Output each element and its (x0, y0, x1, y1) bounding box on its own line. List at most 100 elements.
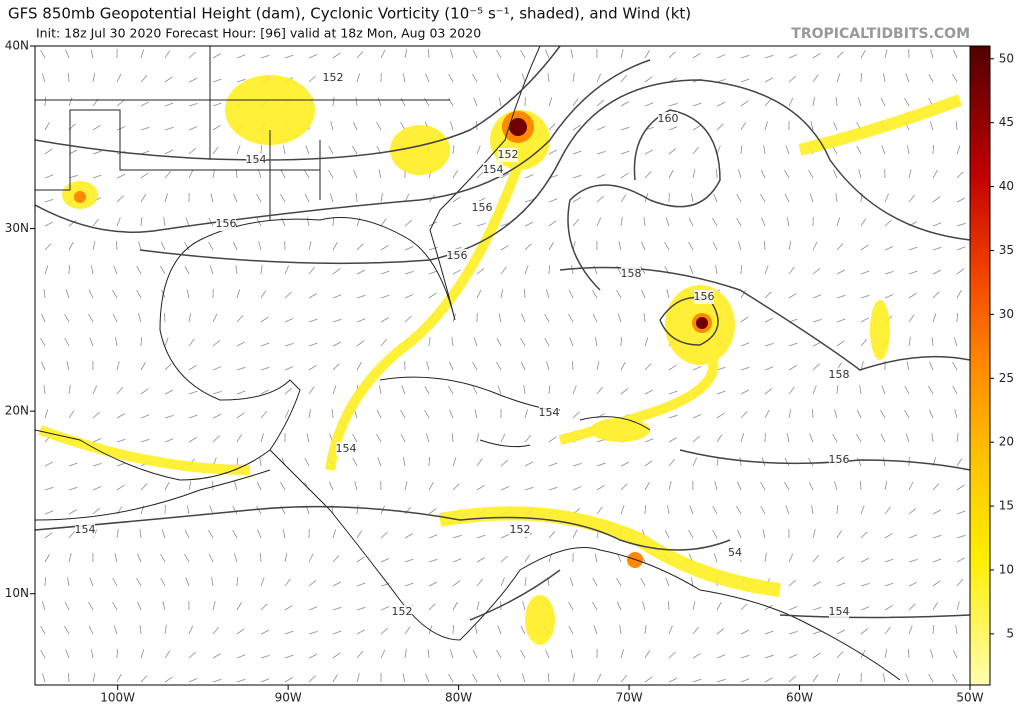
wind-barb (500, 555, 508, 563)
wind-barb (306, 217, 310, 227)
wind-barb (284, 317, 294, 323)
wind-barb (304, 170, 310, 179)
wind-barb (548, 486, 558, 491)
wind-barb (859, 385, 862, 395)
wind-barb (836, 269, 846, 275)
wind-barb (68, 462, 78, 467)
wind-barb (115, 337, 118, 347)
wind-barb (860, 72, 862, 83)
wind-barb (188, 51, 196, 59)
wind-barb (834, 481, 838, 491)
wind-barb (836, 530, 842, 539)
wind-barb (740, 122, 747, 131)
wind-barb (524, 243, 532, 251)
wind-barb (68, 410, 75, 419)
wind-barb (140, 438, 150, 443)
wind-barb (164, 438, 174, 443)
wind-barb (716, 123, 724, 131)
wind-barb (212, 678, 222, 683)
wind-barb (548, 436, 557, 443)
wind-barb (236, 434, 243, 443)
wind-barb (812, 529, 816, 539)
wind-barb (763, 145, 766, 155)
wind-barb (932, 246, 942, 251)
wind-barb (474, 625, 478, 635)
wind-barb (452, 222, 462, 227)
wind-barb (380, 557, 390, 563)
colorbar (969, 45, 991, 686)
wind-barb (760, 481, 766, 491)
wind-barb (548, 531, 556, 539)
wind-barb (596, 673, 602, 683)
wind-barb (716, 412, 725, 419)
wind-barb (428, 508, 437, 515)
wind-barb (666, 289, 670, 299)
wind-barb (44, 265, 49, 275)
wind-barb (956, 601, 960, 611)
wind-barb (596, 506, 603, 515)
wind-barb (572, 673, 575, 683)
wind-barb (40, 649, 46, 659)
wind-barb (380, 218, 387, 227)
wind-barb (500, 266, 507, 275)
wind-barb (449, 409, 454, 419)
wind-barb (356, 318, 366, 323)
wind-barb (956, 312, 958, 323)
wind-barb (524, 265, 529, 275)
wind-barb (232, 505, 238, 515)
wind-barb (788, 653, 798, 659)
wind-barb (956, 222, 966, 227)
wind-barb (572, 385, 577, 395)
wind-barb (92, 486, 102, 491)
wind-barb (212, 413, 222, 419)
wind-barb (260, 342, 270, 347)
wind-barb (788, 97, 794, 107)
wind-barb (260, 366, 270, 371)
wind-barb (860, 531, 868, 539)
wind-barb (644, 460, 653, 467)
wind-barb (140, 483, 148, 491)
contour-label-bg (472, 201, 492, 215)
wind-barb (260, 389, 270, 395)
wind-barb (328, 169, 334, 179)
wind-barb (882, 457, 886, 467)
wind-barb (212, 146, 219, 155)
wind-barb (428, 481, 434, 491)
map-area (35, 46, 970, 685)
wind-barb (188, 678, 198, 683)
wind-barb (644, 625, 647, 635)
wind-barb (65, 289, 70, 299)
contour-label: 158 (829, 368, 850, 381)
wind-barb (282, 529, 286, 539)
wind-barb (640, 266, 646, 275)
wind-barb (860, 218, 867, 227)
wind-barb (161, 529, 166, 539)
wind-barb (380, 270, 390, 275)
wind-barb (953, 337, 958, 347)
wind-barb (164, 650, 171, 659)
wind-barb (688, 217, 694, 227)
wind-barb (44, 532, 53, 539)
wind-barb (572, 462, 582, 467)
wind-barb (164, 170, 172, 179)
wind-barb (928, 386, 934, 395)
wind-barb (472, 674, 478, 683)
wind-barb (332, 341, 342, 347)
lat-tick-label: 10N (5, 586, 29, 600)
wind-barb (500, 222, 510, 227)
wind-barb (44, 510, 54, 515)
wind-barb (740, 290, 746, 299)
wind-barb (356, 340, 365, 347)
wind-barb (332, 52, 341, 59)
wind-barb (355, 193, 358, 203)
coastlines (35, 46, 901, 681)
wind-barb (68, 97, 73, 107)
wind-barb (380, 649, 386, 659)
wind-barb (188, 625, 194, 635)
wind-barb (232, 241, 238, 251)
wind-barb (212, 366, 222, 371)
wind-barb (404, 649, 407, 659)
colorbar-tick-label: 10 (999, 562, 1014, 576)
wind-barb (428, 558, 438, 563)
